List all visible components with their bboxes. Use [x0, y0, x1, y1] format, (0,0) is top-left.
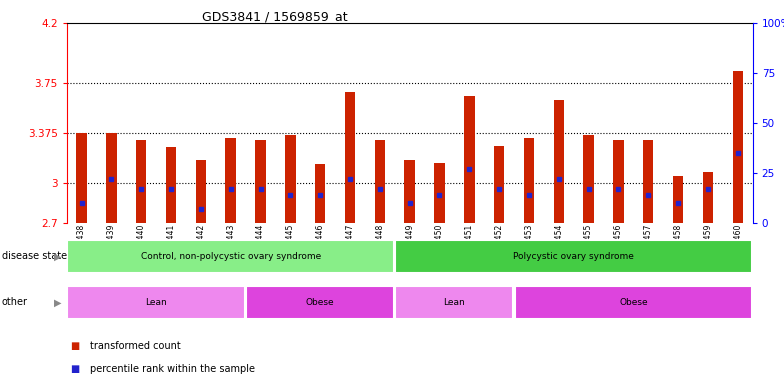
Bar	[165, 147, 176, 223]
Bar	[67, 286, 245, 319]
Text: Lean: Lean	[444, 298, 465, 307]
Text: GDS3841 / 1569859_at: GDS3841 / 1569859_at	[201, 10, 347, 23]
Bar	[464, 96, 474, 223]
Text: Control, non-polycystic ovary syndrome: Control, non-polycystic ovary syndrome	[140, 252, 321, 261]
Bar	[76, 133, 87, 223]
Text: ▶: ▶	[53, 251, 61, 262]
Bar	[395, 240, 752, 273]
Bar	[405, 160, 415, 223]
Bar	[256, 139, 266, 223]
Text: Lean: Lean	[145, 298, 167, 307]
Bar	[285, 135, 296, 223]
Bar	[554, 100, 564, 223]
Bar	[226, 138, 236, 223]
Bar	[494, 146, 504, 223]
Bar	[106, 133, 117, 223]
Bar	[375, 139, 385, 223]
Bar	[673, 176, 684, 223]
Bar	[732, 71, 743, 223]
Text: transformed count: transformed count	[90, 341, 181, 351]
Bar	[136, 140, 147, 223]
Bar	[246, 286, 394, 319]
Bar	[643, 140, 654, 223]
Bar	[315, 164, 325, 223]
Bar	[395, 286, 514, 319]
Bar	[613, 140, 623, 223]
Text: Polycystic ovary syndrome: Polycystic ovary syndrome	[514, 252, 634, 261]
Bar	[434, 163, 445, 223]
Bar	[196, 160, 206, 223]
Bar	[702, 172, 713, 223]
Text: disease state: disease state	[2, 251, 67, 262]
Text: other: other	[2, 297, 27, 308]
Text: percentile rank within the sample: percentile rank within the sample	[90, 364, 255, 374]
Text: ■: ■	[71, 364, 80, 374]
Text: ▶: ▶	[53, 297, 61, 308]
Bar	[524, 137, 534, 223]
Text: Obese: Obese	[619, 298, 648, 307]
Bar	[67, 240, 394, 273]
Bar	[514, 286, 752, 319]
Text: Obese: Obese	[306, 298, 335, 307]
Text: ■: ■	[71, 341, 80, 351]
Bar	[345, 92, 355, 223]
Bar	[583, 135, 593, 223]
